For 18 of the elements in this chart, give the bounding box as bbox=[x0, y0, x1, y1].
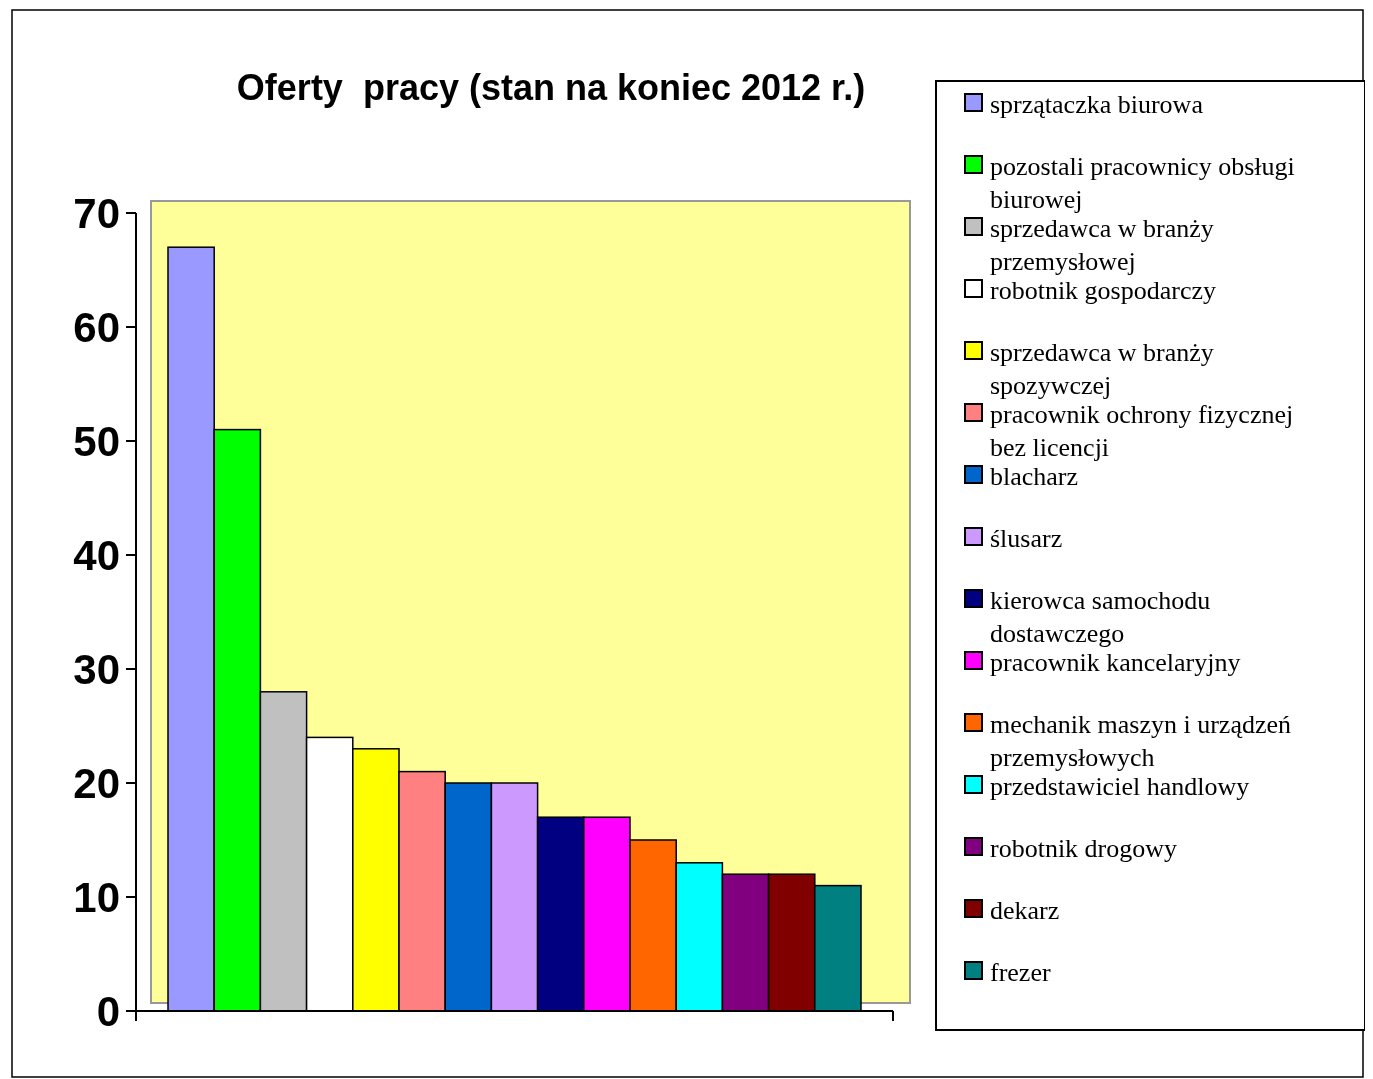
y-tick-label: 70 bbox=[73, 189, 120, 237]
y-tick-label: 0 bbox=[96, 987, 120, 1035]
legend-label: pracownik kancelaryjny bbox=[990, 648, 1241, 678]
chart-title: Oferty pracy (stan na koniec 2012 r.) bbox=[236, 67, 866, 108]
y-tick-label: 50 bbox=[73, 417, 120, 465]
legend-label: sprzątaczka biurowa bbox=[990, 90, 1204, 120]
legend-label: dekarz bbox=[990, 896, 1060, 926]
legend-label: blacharz bbox=[990, 462, 1079, 492]
legend-label: frezer bbox=[990, 958, 1051, 988]
y-tick-label: 30 bbox=[73, 645, 120, 693]
y-tick-label: 60 bbox=[73, 303, 120, 351]
legend-label: robotnik gospodarczy bbox=[990, 276, 1217, 306]
y-tick-label: 10 bbox=[73, 873, 120, 921]
legend-label: ślusarz bbox=[990, 524, 1063, 554]
legend-label: robotnik drogowy bbox=[990, 834, 1178, 864]
legend-label: przedstawiciel handlowy bbox=[990, 772, 1250, 802]
y-tick-label: 40 bbox=[73, 531, 120, 579]
y-tick-label: 20 bbox=[73, 759, 120, 807]
